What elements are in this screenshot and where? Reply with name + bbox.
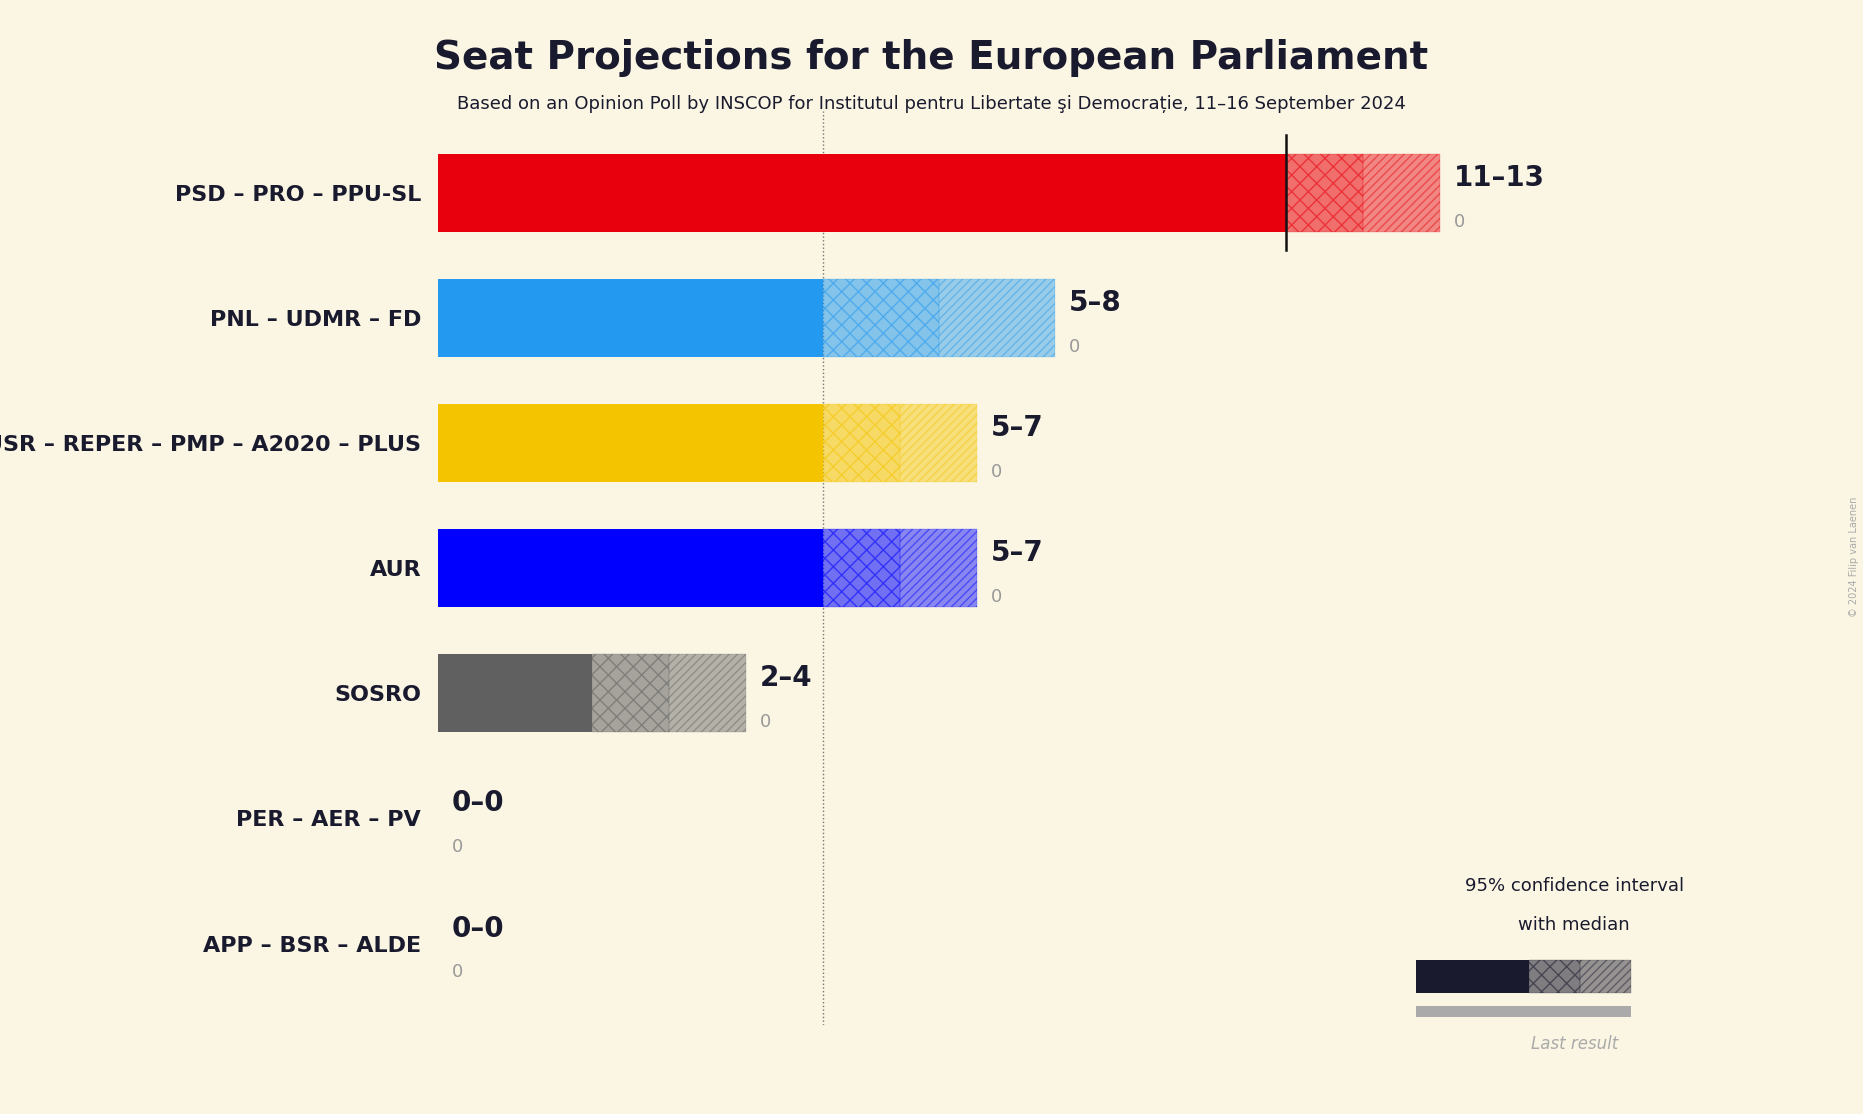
Bar (438, 529, 823, 607)
Text: 0: 0 (1067, 338, 1081, 355)
Text: Last result: Last result (1531, 1035, 1617, 1053)
Text: 11–13: 11–13 (1453, 164, 1544, 192)
Text: 5–7: 5–7 (991, 414, 1043, 442)
Bar (900, 404, 978, 481)
Text: 5–8: 5–8 (1067, 289, 1122, 316)
Text: 0: 0 (1453, 213, 1464, 231)
Text: Seat Projections for the European Parliament: Seat Projections for the European Parlia… (434, 39, 1429, 77)
Bar (438, 280, 823, 356)
Bar (592, 655, 669, 732)
Bar (823, 529, 900, 607)
Text: Based on an Opinion Poll by INSCOP for Institutul pentru Libertate şi Democrație: Based on an Opinion Poll by INSCOP for I… (456, 95, 1407, 113)
Bar (1416, 959, 1528, 993)
Text: © 2024 Filip van Laenen: © 2024 Filip van Laenen (1850, 497, 1859, 617)
Text: 0: 0 (451, 964, 462, 981)
Bar (823, 280, 939, 356)
Bar (438, 154, 1285, 232)
Text: 2–4: 2–4 (760, 664, 812, 692)
Text: 0: 0 (451, 838, 462, 857)
Text: with median: with median (1518, 916, 1630, 934)
Text: 0–0: 0–0 (451, 915, 505, 942)
Bar (823, 404, 900, 481)
Bar (1580, 959, 1632, 993)
Bar (438, 404, 823, 481)
Bar (438, 655, 592, 732)
Text: 5–7: 5–7 (991, 539, 1043, 567)
Bar (1285, 154, 1364, 232)
Bar (1528, 959, 1580, 993)
Text: 0: 0 (760, 713, 771, 731)
Bar (1416, 1006, 1632, 1017)
Text: 0–0: 0–0 (451, 790, 505, 818)
Text: 0: 0 (991, 462, 1002, 481)
Bar (1364, 154, 1440, 232)
Bar (900, 529, 978, 607)
Bar (939, 280, 1054, 356)
Bar (669, 655, 747, 732)
Text: 95% confidence interval: 95% confidence interval (1464, 877, 1684, 895)
Text: 0: 0 (991, 588, 1002, 606)
